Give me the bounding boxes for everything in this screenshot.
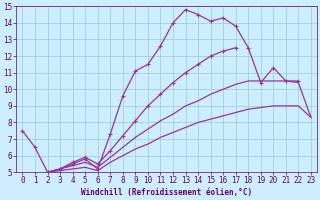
X-axis label: Windchill (Refroidissement éolien,°C): Windchill (Refroidissement éolien,°C) xyxy=(81,188,252,197)
